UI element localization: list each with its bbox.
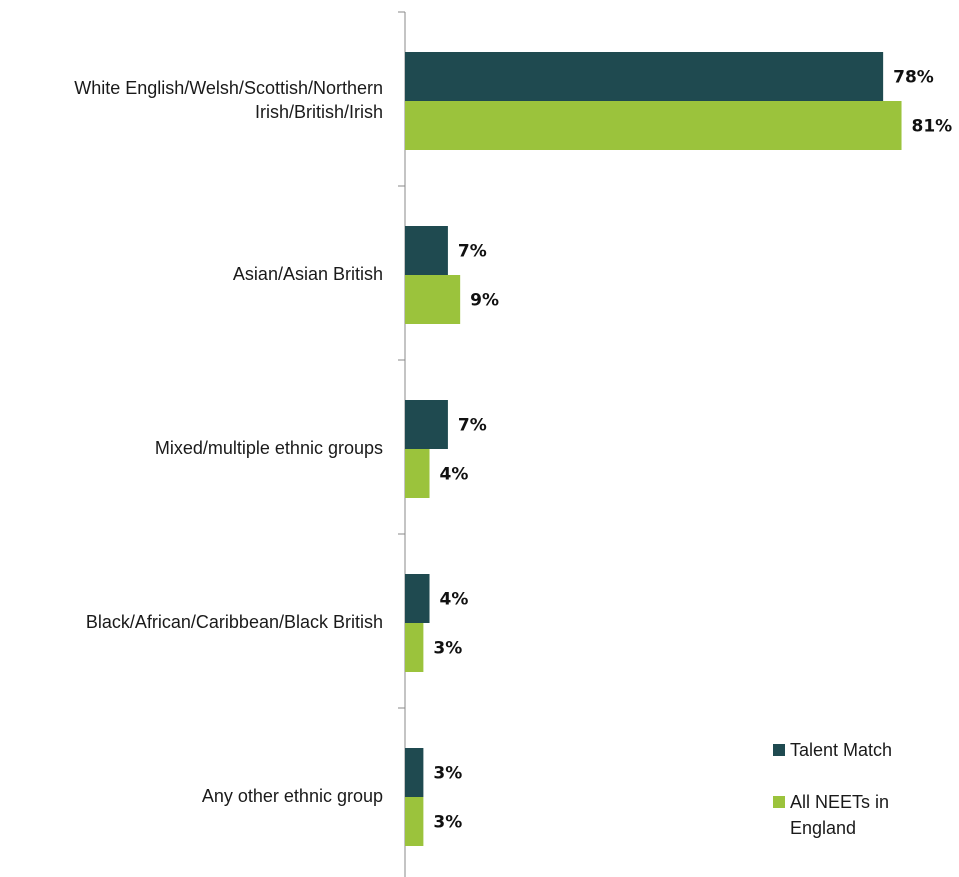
category-label: Any other ethnic group xyxy=(201,786,383,806)
category-label: Black/African/Caribbean/Black British xyxy=(85,612,383,632)
value-label: 81% xyxy=(912,117,953,137)
category-label: Asian/Asian British xyxy=(232,264,383,284)
legend-label: Talent Match xyxy=(790,740,893,760)
value-label: 78% xyxy=(893,68,934,88)
category-label: White English/Welsh/Scottish/Northern Ir… xyxy=(74,78,383,122)
value-label: 4% xyxy=(440,465,469,485)
bar xyxy=(405,101,902,150)
legend-swatch xyxy=(773,796,785,808)
legend-label: All NEETs in England xyxy=(790,792,890,838)
bar xyxy=(405,748,424,797)
bar xyxy=(405,275,461,324)
value-label: 4% xyxy=(440,590,469,610)
value-label: 3% xyxy=(433,813,462,833)
bar xyxy=(405,449,430,498)
value-label: 7% xyxy=(458,416,487,436)
legend-swatch xyxy=(773,744,785,756)
value-label: 3% xyxy=(433,764,462,784)
value-label: 7% xyxy=(458,242,487,262)
bar xyxy=(405,400,448,449)
value-label: 3% xyxy=(433,639,462,659)
value-label: 9% xyxy=(470,291,499,311)
bar xyxy=(405,623,424,672)
bar xyxy=(405,797,424,846)
bar xyxy=(405,574,430,623)
axis-ticks xyxy=(398,11,405,709)
bar xyxy=(405,52,884,101)
bar xyxy=(405,226,448,275)
category-label: Mixed/multiple ethnic groups xyxy=(154,438,383,458)
